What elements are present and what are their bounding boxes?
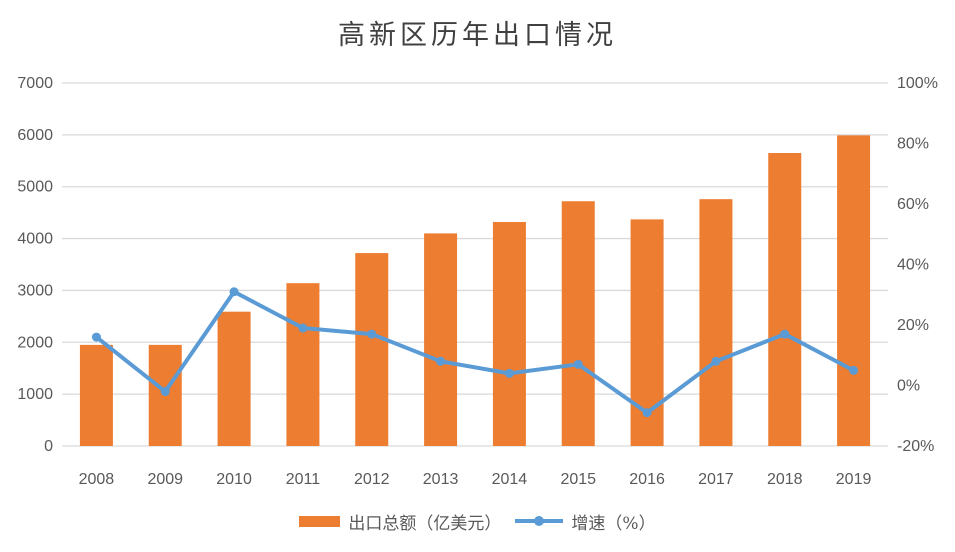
growth-marker-2013 <box>436 356 446 366</box>
y-axis-right-tick-label: 100% <box>897 75 938 92</box>
growth-line <box>94 289 856 415</box>
legend-item-exports: 出口总额（亿美元） <box>299 509 501 534</box>
bar-2012 <box>355 253 389 446</box>
y-axis-left-tick-label: 2000 <box>17 334 53 351</box>
bar-2013 <box>424 233 458 446</box>
x-axis-tick-label: 2019 <box>836 471 872 488</box>
y-axis-left-tick-label: 6000 <box>17 127 53 144</box>
legend-label-exports: 出口总额（亿美元） <box>348 513 502 534</box>
line-series-swatch <box>515 516 564 526</box>
y-axis-left-tick-label: 5000 <box>17 179 53 196</box>
bar-2019 <box>837 135 871 446</box>
growth-marker-2019 <box>849 365 859 375</box>
chart-legend: 出口总额（亿美元） 增速（%） <box>0 506 955 536</box>
bar-2014 <box>492 221 526 446</box>
growth-marker-2016 <box>642 408 652 418</box>
x-axis-tick-label: 2016 <box>629 471 665 488</box>
x-axis-tick-label: 2009 <box>147 471 183 488</box>
bar-2008 <box>79 344 113 446</box>
y-axis-right-tick-label: 40% <box>897 257 929 274</box>
bar-2010 <box>217 311 251 446</box>
y-axis-right-tick-label: 80% <box>897 136 929 153</box>
y-axis-right-tick-label: 20% <box>897 317 929 334</box>
x-axis-tick-label: 2015 <box>560 471 596 488</box>
growth-marker-2014 <box>504 368 514 378</box>
bar-2015 <box>561 201 595 446</box>
x-axis-tick-label: 2008 <box>79 471 115 488</box>
growth-marker-2009 <box>160 387 170 397</box>
growth-marker-2008 <box>91 332 101 342</box>
growth-marker-2017 <box>711 356 721 366</box>
chart-title: 高新区历年出口情况 <box>338 20 617 51</box>
legend-label-growth: 增速（%） <box>571 513 656 534</box>
x-axis-tick-label: 2010 <box>216 471 252 488</box>
x-axis-tick-label: 2012 <box>354 471 390 488</box>
growth-marker-2011 <box>298 323 308 333</box>
bar-2011 <box>286 283 320 446</box>
bar-2018 <box>768 153 802 446</box>
y-axis-left-tick-label: 3000 <box>17 282 53 299</box>
x-axis-tick-label: 2018 <box>767 471 803 488</box>
y-axis-left-tick-label: 1000 <box>17 386 53 403</box>
y-axis-right-tick-label: -20% <box>897 438 934 455</box>
legend-item-growth: 增速（%） <box>515 509 656 534</box>
x-axis-tick-label: 2014 <box>492 471 528 488</box>
y-axis-right-tick-label: 60% <box>897 196 929 213</box>
growth-marker-2010 <box>229 287 239 297</box>
y-axis-left-tick-label: 4000 <box>17 231 53 248</box>
y-axis-right-tick-label: 0% <box>897 378 920 395</box>
bar-2017 <box>699 199 733 446</box>
x-axis-tick-label: 2013 <box>423 471 459 488</box>
x-axis-tick-label: 2017 <box>698 471 734 488</box>
growth-marker-2012 <box>367 329 377 339</box>
y-axis-left-tick-label: 0 <box>44 438 53 455</box>
growth-marker-2018 <box>780 329 790 339</box>
x-axis-tick-label: 2011 <box>286 471 321 488</box>
y-axis-left-tick-label: 7000 <box>17 75 53 92</box>
line-marker-dot <box>534 516 545 526</box>
bar-series-swatch <box>299 515 341 527</box>
growth-marker-2015 <box>573 359 583 369</box>
